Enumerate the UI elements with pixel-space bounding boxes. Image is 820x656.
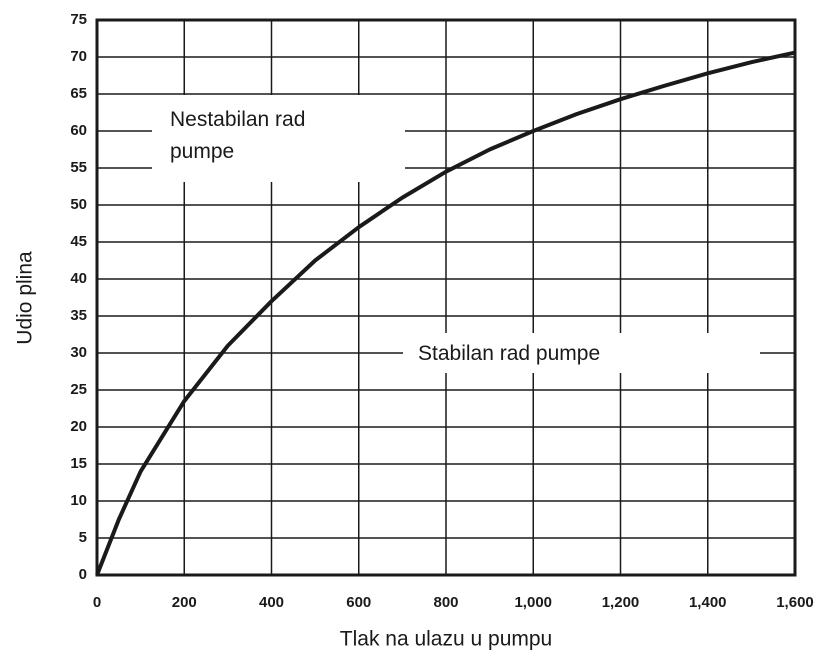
x-tick-label: 1,200 <box>602 594 640 611</box>
y-tick-label: 45 <box>70 233 87 250</box>
x-tick-label: 600 <box>346 594 371 611</box>
y-tick-label: 50 <box>70 196 87 213</box>
y-axis-label: Udio plina <box>14 251 37 345</box>
y-tick-label: 25 <box>70 381 87 398</box>
y-tick-label: 60 <box>70 122 87 139</box>
y-tick-label: 65 <box>70 85 87 102</box>
x-tick-label: 1,600 <box>776 594 814 611</box>
y-tick-label: 40 <box>70 270 87 287</box>
x-tick-label: 200 <box>172 594 197 611</box>
y-tick-label: 75 <box>70 11 87 28</box>
x-tick-label: 800 <box>433 594 458 611</box>
x-tick-label: 1,000 <box>514 594 552 611</box>
y-tick-label: 35 <box>70 307 87 324</box>
x-tick-label: 1,400 <box>689 594 727 611</box>
y-tick-label: 55 <box>70 159 87 176</box>
annotation-box <box>403 333 760 373</box>
annotation-box <box>152 95 405 182</box>
line <box>95 50 796 576</box>
annotation: Nestabilan rad <box>170 108 305 131</box>
annotation: pumpe <box>170 140 234 163</box>
y-tick-label: 10 <box>70 492 87 509</box>
annotation: Stabilan rad pumpe <box>418 342 600 365</box>
y-tick-label: 5 <box>79 529 87 546</box>
x-tick-label: 0 <box>93 594 101 611</box>
x-axis-label: Tlak na ulazu u pumpu <box>340 628 552 651</box>
y-tick-label: 70 <box>70 48 87 65</box>
x-tick-label: 400 <box>259 594 284 611</box>
y-tick-label: 15 <box>70 455 87 472</box>
y-tick-label: 30 <box>70 344 87 361</box>
y-tick-label: 20 <box>70 418 87 435</box>
y-tick-label: 0 <box>79 566 87 583</box>
plot-border <box>95 18 797 577</box>
